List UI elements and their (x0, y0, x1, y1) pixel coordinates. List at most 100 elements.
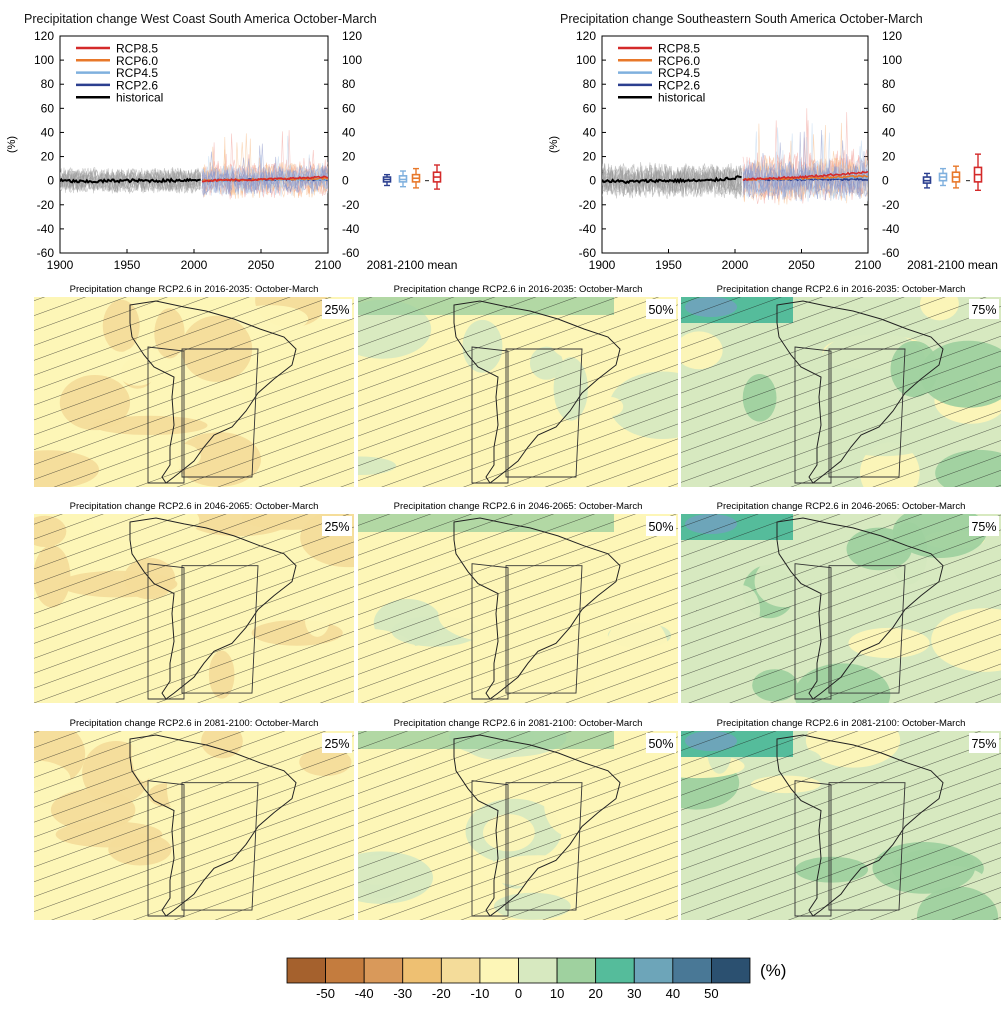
colorbar-tick-label: 20 (588, 986, 602, 1001)
x-tick-label: 1950 (655, 258, 682, 272)
percentile-label: 75% (971, 303, 996, 317)
map-panel-title: Precipitation change RCP2.6 in 2016-2035… (717, 284, 966, 295)
x-tick-label: 2050 (248, 258, 275, 272)
map-panel-5: Precipitation change RCP2.6 in 2046-2065… (358, 501, 678, 703)
map-panel-title: Precipitation change RCP2.6 in 2016-2035… (394, 284, 643, 295)
colorbar: -50 -40 -30 -20 -10 0 10 20 30 40 50 (%) (286, 957, 786, 1001)
y-tick-label: 20 (41, 150, 55, 164)
historical-ensemble-member (60, 169, 201, 192)
colorbar-segment (363, 957, 404, 984)
y-tick-label-right: 60 (342, 101, 356, 115)
legend-label: RCP6.0 (658, 54, 700, 68)
map-panel-title: Precipitation change RCP2.6 in 2081-2100… (717, 718, 966, 729)
legend-label: RCP8.5 (116, 42, 158, 56)
y-tick-label: -60 (37, 246, 55, 260)
region-box-west-coast (794, 563, 832, 700)
legend-label: RCP2.6 (116, 78, 158, 92)
percentile-label: 75% (971, 520, 996, 534)
percentile-label-bg (646, 299, 676, 319)
y-tick-label-right: -20 (342, 198, 360, 212)
y-tick-label: 40 (41, 125, 55, 139)
region-box-southeastern (505, 782, 583, 911)
plot-area (60, 130, 328, 200)
region-box-southeastern (181, 565, 259, 694)
y-tick-label: 100 (576, 53, 596, 67)
map-field (681, 514, 1001, 703)
map-field (358, 297, 678, 487)
boxplots-2081-2100 (922, 153, 983, 192)
coastline-south-america (776, 300, 944, 484)
percentile-label: 25% (324, 520, 349, 534)
colorbar-segment (325, 957, 365, 984)
map-field (681, 731, 1001, 920)
map-panel-title: Precipitation change RCP2.6 in 2046-2065… (394, 501, 643, 512)
legend-label: historical (116, 91, 163, 105)
percentile-label-bg (322, 516, 352, 536)
region-box-southeastern (505, 565, 583, 694)
y-tick-label: 100 (34, 53, 54, 67)
y-tick-label: -60 (579, 246, 597, 260)
map-panel-9: Precipitation change RCP2.6 in 2081-2100… (681, 718, 1001, 920)
region-box-west-coast (471, 563, 509, 700)
coastline-south-america (453, 517, 621, 700)
significance-hatching (358, 514, 678, 703)
coastline-south-america (776, 517, 944, 700)
y-tick-label-right: 0 (882, 174, 889, 188)
percentile-label-bg (322, 299, 352, 319)
coastline-south-america (453, 300, 621, 484)
percentile-label-bg (969, 733, 999, 753)
colorbar-tick-label: -10 (471, 986, 490, 1001)
coastline-south-america (129, 517, 297, 700)
right-axis-caption: 2081-2100 mean (367, 258, 458, 272)
region-box-west-coast (471, 780, 509, 917)
y-tick-label-right: -20 (882, 198, 900, 212)
y-tick-label: -20 (579, 198, 597, 212)
series-historical-mean (60, 177, 201, 184)
region-box-southeastern (181, 782, 259, 911)
significance-hatching (358, 731, 678, 920)
map-panel-title: Precipitation change RCP2.6 in 2046-2065… (70, 501, 319, 512)
y-tick-label: 40 (583, 125, 597, 139)
colorbar-tick-label: -50 (316, 986, 335, 1001)
colorbar-unit-label: (%) (760, 961, 786, 980)
legend-label: RCP2.6 (658, 78, 700, 92)
y-tick-label-right: -60 (342, 246, 360, 260)
percentile-label-bg (646, 733, 676, 753)
significance-hatching (681, 297, 1001, 487)
y-tick-label-right: 100 (342, 53, 362, 67)
y-tick-label-right: 40 (342, 125, 356, 139)
significance-hatching (358, 297, 678, 487)
colorbar-segment (595, 957, 635, 984)
y-tick-label-right: -60 (882, 246, 900, 260)
map-panel-title: Precipitation change RCP2.6 in 2081-2100… (70, 718, 319, 729)
y-axis-label: (%) (548, 136, 560, 153)
y-tick-label: 60 (583, 101, 597, 115)
percentile-label-bg (969, 516, 999, 536)
y-tick-label-right: 0 (342, 174, 349, 188)
percentile-label: 25% (324, 737, 349, 751)
y-tick-label-right: 100 (882, 53, 902, 67)
y-tick-label-right: 40 (882, 125, 896, 139)
percentile-label: 25% (324, 303, 349, 317)
map-panel-title: Precipitation change RCP2.6 in 2046-2065… (717, 501, 966, 512)
significance-hatching (34, 731, 354, 920)
percentile-label-bg (646, 516, 676, 536)
x-tick-label: 1900 (47, 258, 74, 272)
map-panel-2: Precipitation change RCP2.6 in 2016-2035… (358, 284, 678, 487)
y-tick-label: 80 (583, 77, 597, 91)
historical-ensemble-member (60, 168, 201, 194)
colorbar-segment (440, 957, 481, 984)
y-tick-label: 0 (589, 174, 596, 188)
legend-label: RCP6.0 (116, 54, 158, 68)
map-panel-3: Precipitation change RCP2.6 in 2016-2035… (681, 284, 1001, 487)
x-tick-label: 1900 (589, 258, 616, 272)
colorbar-tick-label: -20 (432, 986, 451, 1001)
coastline-south-america (453, 734, 621, 917)
legend-label: RCP4.5 (658, 66, 700, 80)
x-tick-label: 2050 (788, 258, 815, 272)
significance-hatching (681, 731, 1001, 920)
percentile-label: 75% (971, 737, 996, 751)
x-tick-label: 2100 (855, 258, 882, 272)
colorbar-segment (672, 957, 712, 984)
